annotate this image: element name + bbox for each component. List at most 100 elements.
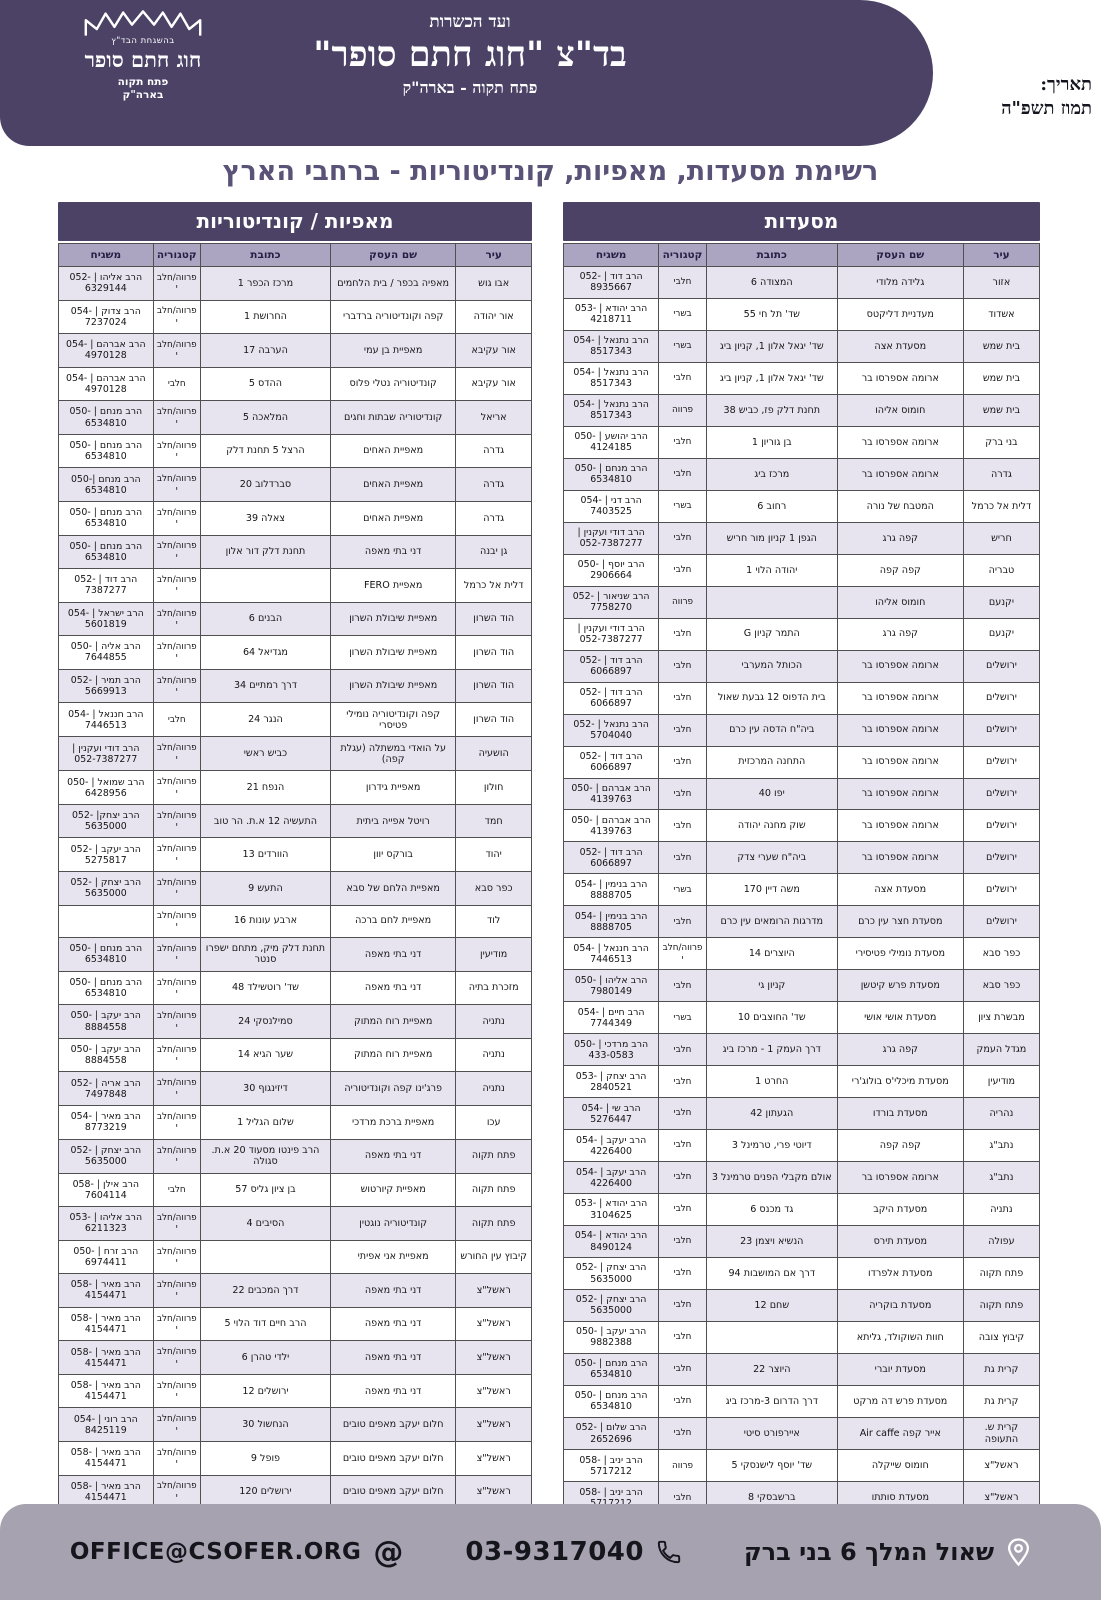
- cell-category: פרווה/חלבי: [152, 1441, 201, 1476]
- table-row: חמד רויטל אפייה ביתית התעשיה 12 א.ת. הר טו…: [58, 803, 532, 839]
- cell-address: [199, 568, 331, 603]
- column-header: כתובת: [705, 243, 838, 267]
- table-row: יהוד בורקס יוון הוורדים 13 פרווה/חלבי הרב יע…: [58, 837, 532, 872]
- cell-business-name: ארומה אספרסו בר: [836, 649, 964, 683]
- cell-supervisor: הרב מנחם | 050-6534810: [58, 500, 154, 536]
- footer-address: שאול המלך 6 בני ברק: [743, 1538, 995, 1566]
- cell-supervisor: הרב דוד | 052-6066897: [562, 841, 660, 875]
- footer-phone-item: 03-9317040: [465, 1537, 682, 1567]
- cell-supervisor: הרב דודי ועקנין | 052-7387277: [562, 521, 660, 555]
- cell-category: פרווה/חלבי: [152, 1340, 201, 1375]
- cell-supervisor: הרב יניב | 058-5717212: [562, 1449, 660, 1483]
- cell-category: חלבי: [658, 1320, 707, 1354]
- cell-city: חולון: [455, 770, 532, 805]
- cell-category: פרווה/חלבי: [152, 1273, 201, 1308]
- cell-category: פרווה: [658, 393, 707, 427]
- cell-city: חריש: [962, 521, 1041, 555]
- cell-supervisor: הרב אליהו | 050-7980149: [562, 969, 660, 1003]
- cell-city: ראשל"צ: [455, 1441, 532, 1476]
- table-row: בני ברק ארומה אספרסו בר בן גוריון 1 חלבי הרב…: [562, 425, 1041, 459]
- cell-business-name: מסעדת אצה: [836, 873, 964, 907]
- cell-address: דרך העמק 1 - מרכז ביג: [705, 1033, 838, 1067]
- cell-address: התמר קניון G: [705, 617, 838, 651]
- table-row: כפר סבא מאפיית הלחם של סבא התעש 9 פרווה/חלב…: [58, 871, 532, 906]
- table-row: אור עקיבא קונדיטוריה נטלי פלוס ההדס 5 חלבי ה…: [58, 366, 532, 402]
- date-value: תמוז תשפ"ה: [1001, 98, 1092, 119]
- cell-category: פרווה/חלבי: [658, 937, 707, 971]
- table-row: מודיעין דני בתי מאפה תחנת דלק מיק, מתחם יש…: [58, 936, 532, 972]
- cell-city: ראשל"צ: [962, 1449, 1041, 1483]
- table-row: קיבוץ עין החורש מאפיית אני אפיתי פרווה/חלב…: [58, 1239, 532, 1275]
- cell-category: חלבי: [658, 1129, 707, 1163]
- table-row: נתב"ג ארומה אספרסו בר אולם מקבלי הפנים טרמ…: [562, 1161, 1041, 1195]
- table-row: גדרה מאפיית האחים צאלה 39 פרווה/חלבי הרב מנח…: [58, 500, 532, 536]
- cell-business-name: מאפיית ברכת מרדכי: [329, 1104, 457, 1140]
- cell-address: הנגר 24: [199, 702, 331, 738]
- cell-business-name: חלום יעקב מאפים טובים: [329, 1474, 457, 1510]
- cell-category: חלבי: [658, 1097, 707, 1131]
- column-header: משגיח: [58, 243, 154, 267]
- cell-address: יהודה הלוי 1: [705, 553, 838, 587]
- cell-address: הנחשול 30: [199, 1407, 331, 1442]
- cell-business-name: קפה קפה: [836, 1129, 964, 1163]
- table-row: ראשל"צ חלום יעקב מאפים טובים ירושלים 120 פר…: [58, 1474, 532, 1510]
- cell-address: בן ציון גליס 57: [199, 1172, 331, 1208]
- cell-business-name: מסעדת היקב: [836, 1193, 964, 1227]
- table-row: פתח תקוה מסעדת בוקריה שחם 12 חלבי הרב יצחק |…: [562, 1289, 1041, 1322]
- cell-supervisor: הרב יהודא | 054-8490124: [562, 1225, 660, 1259]
- restaurants-table-header: עיר שם העסק כתובת קטגוריה משגיח: [562, 243, 1041, 267]
- footer-email-item: @ OFFICE@CSOFER.ORG: [70, 1535, 404, 1570]
- page-title: רשימת מסעדות, מאפיות, קונדיטוריות - ברחב…: [222, 156, 879, 187]
- cell-supervisor: הרב יהודא | 053-4218711: [562, 297, 660, 331]
- table-row: דלית אל כרמל המטבח של נורה רחוב 6 בשרי הרב ד…: [562, 489, 1041, 523]
- cell-supervisor: הרב אליהו | 052-6329144: [58, 266, 154, 301]
- cell-address: צאלה 39: [199, 500, 331, 536]
- cell-city: נתניה: [962, 1193, 1041, 1227]
- cell-city: אור עקיבא: [455, 333, 532, 368]
- cell-business-name: מעדניית דליקטס: [836, 297, 964, 331]
- cell-supervisor: הרב מאיר | 054-8773219: [58, 1104, 154, 1140]
- cell-category: פרווה/חלבי: [152, 803, 201, 839]
- cell-address: מרכז הכפר 1: [199, 266, 331, 301]
- cell-business-name: קונדיטוריה נטלי פלוס: [329, 366, 457, 402]
- cell-city: בית שמש: [962, 393, 1041, 427]
- cell-business-name: קונדיטוריה נוגטין: [329, 1206, 457, 1241]
- cell-business-name: דני בתי מאפה: [329, 936, 457, 972]
- cell-supervisor: הרב דני | 054-7403525: [562, 489, 660, 523]
- table-row: נתניה מאפיית רוח המתוק שער הגיא 14 פרווה/חל…: [58, 1037, 532, 1073]
- cell-business-name: חומוס אליהו: [836, 585, 964, 619]
- cell-city: ירושלים: [962, 905, 1041, 939]
- cell-category: חלבי: [658, 745, 707, 779]
- cell-category: פרווה/חלבי: [152, 534, 201, 570]
- cell-category: פרווה: [658, 1449, 707, 1483]
- cell-business-name: פרג'ינו קפה וקונדיטוריה: [329, 1071, 457, 1106]
- table-row: אריאל קונדיטוריה שבתות וחגים המלאכה 5 פרווה…: [58, 400, 532, 435]
- cell-business-name: קפה גרג: [836, 1033, 964, 1067]
- table-row: חולון מאפיית גידרון הנפח 21 פרווה/חלבי הרב ש…: [58, 770, 532, 805]
- cell-business-name: מסעדת נומילי פטיסירי: [836, 937, 964, 971]
- cell-supervisor: הרב מאיר | 058-4154471: [58, 1441, 154, 1476]
- cell-business-name: מסעדת אלפרדו: [836, 1257, 964, 1290]
- table-row: נתב"ג קפה קפה דיוטי פרי, טרמינל 3 חלבי הרב י…: [562, 1129, 1041, 1163]
- footer-phone: 03-9317040: [465, 1537, 644, 1567]
- table-row: נתניה מסעדת היקב גד מכנס 6 חלבי הרב יהודא | …: [562, 1193, 1041, 1227]
- cell-category: חלבי: [658, 1065, 707, 1099]
- cell-supervisor: הרב נתנאל | 052-5704040: [562, 713, 660, 747]
- table-row: בית שמש מסעדת אצה שד' יגאל אלון 1, קניון ב…: [562, 329, 1041, 363]
- cell-supervisor: הרב יצחק | 052-5635000: [58, 871, 154, 906]
- cell-business-name: דני בתי מאפה: [329, 1373, 457, 1409]
- table-row: ירושלים מסעדת אצה משה דיין 170 בשרי הרב בנימ…: [562, 873, 1041, 907]
- cell-category: פרווה/חלבי: [152, 333, 201, 368]
- cell-category: פרווה/חלבי: [152, 1306, 201, 1342]
- footer-email: OFFICE@CSOFER.ORG: [69, 1539, 362, 1565]
- cell-business-name: מאפיית גידרון: [329, 770, 457, 805]
- cell-business-name: מאפיית האחים: [329, 467, 457, 502]
- footer-address-item: שאול המלך 6 בני ברק: [744, 1537, 1031, 1567]
- cell-supervisor: הרב יהושע | 050-4124185: [562, 425, 660, 459]
- logo-supervision-text: בהשגחת הבד"ץ: [111, 36, 175, 46]
- cell-address: הגעתון 42: [705, 1097, 838, 1131]
- cell-supervisor: הרב יצחק | 052-5635000: [58, 1138, 154, 1174]
- cell-supervisor: הרב חננאל | 054-7446513: [58, 702, 154, 738]
- org-logo: בהשגחת הבד"ץ חוג חתם סופר פתח תקוה בארה"…: [48, 8, 238, 102]
